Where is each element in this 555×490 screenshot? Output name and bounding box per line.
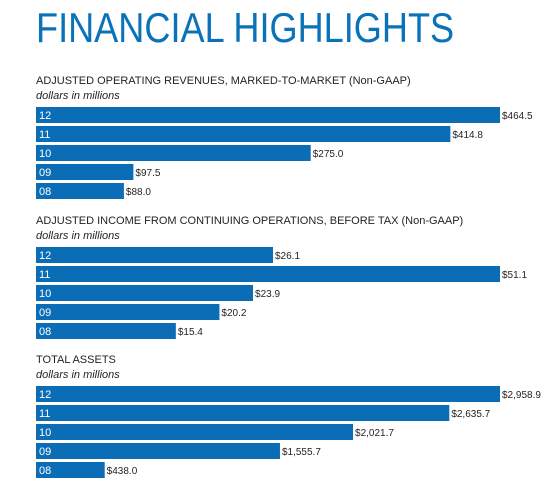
- bar-08: [36, 323, 176, 339]
- bar-11: [36, 266, 500, 282]
- category-label-08: 08: [39, 326, 51, 338]
- category-label-11: 11: [39, 129, 50, 141]
- value-label-09: $20.2: [221, 308, 246, 319]
- value-label-08: $438.0: [107, 466, 138, 477]
- bar-11: [36, 405, 450, 421]
- bar-09: [36, 304, 220, 320]
- category-label-12: 12: [39, 250, 51, 262]
- category-label-09: 09: [39, 167, 51, 179]
- category-label-10: 10: [39, 427, 51, 439]
- bar-10: [36, 145, 311, 161]
- bar-12: [36, 247, 273, 263]
- value-label-10: $275.0: [313, 149, 344, 160]
- bar-08: [36, 183, 124, 199]
- category-label-09: 09: [39, 307, 51, 319]
- bar-11: [36, 126, 451, 142]
- bar-09: [36, 443, 280, 459]
- category-label-12: 12: [39, 110, 51, 122]
- income-chart-subtitle: dollars in millions: [36, 230, 120, 242]
- value-label-08: $15.4: [178, 327, 203, 338]
- value-label-08: $88.0: [126, 187, 151, 198]
- assets-chart-title: TOTAL ASSETS: [36, 354, 116, 366]
- revenue-bar-chart: 12 $464.5 11 $414.8 10 $275.0 09 $97.5 08 $88.0: [36, 107, 533, 199]
- bar-10: [36, 424, 354, 440]
- value-label-11: $51.1: [502, 270, 527, 281]
- category-label-09: 09: [39, 446, 51, 458]
- value-label-11: $414.8: [452, 130, 483, 141]
- bar-09: [36, 164, 134, 180]
- revenue-chart-subtitle: dollars in millions: [36, 90, 120, 102]
- bar-08: [36, 462, 105, 478]
- page-title: FINANCIAL HIGHLIGHTS: [36, 4, 455, 51]
- bar-12: [36, 107, 500, 123]
- bar-10: [36, 285, 254, 301]
- value-label-12: $2,958.9: [502, 390, 541, 401]
- category-label-08: 08: [39, 186, 51, 198]
- value-label-09: $1,555.7: [282, 447, 321, 458]
- category-label-11: 11: [39, 269, 50, 281]
- income-bar-chart: 12 $26.1 11 $51.1 10 $23.9 09 $20.2 08 $15.4: [36, 247, 527, 339]
- category-label-08: 08: [39, 465, 51, 477]
- assets-bar-chart: 12 $2,958.9 11 $2,635.7 10 $2,021.7 09 $1,555.7…: [36, 386, 541, 478]
- value-label-10: $2,021.7: [355, 428, 394, 439]
- income-chart-title: ADJUSTED INCOME FROM CONTINUING OPERATIO…: [36, 215, 464, 227]
- assets-chart-subtitle: dollars in millions: [36, 369, 120, 381]
- category-label-12: 12: [39, 389, 51, 401]
- revenue-chart-title: ADJUSTED OPERATING REVENUES, MARKED-TO-M…: [36, 75, 411, 87]
- value-label-10: $23.9: [255, 289, 280, 300]
- value-label-12: $464.5: [502, 111, 533, 122]
- bar-12: [36, 386, 500, 402]
- value-label-12: $26.1: [275, 251, 300, 262]
- category-label-10: 10: [39, 148, 51, 160]
- value-label-09: $97.5: [135, 168, 160, 179]
- category-label-10: 10: [39, 288, 51, 300]
- category-label-11: 11: [39, 408, 50, 420]
- value-label-11: $2,635.7: [451, 409, 490, 420]
